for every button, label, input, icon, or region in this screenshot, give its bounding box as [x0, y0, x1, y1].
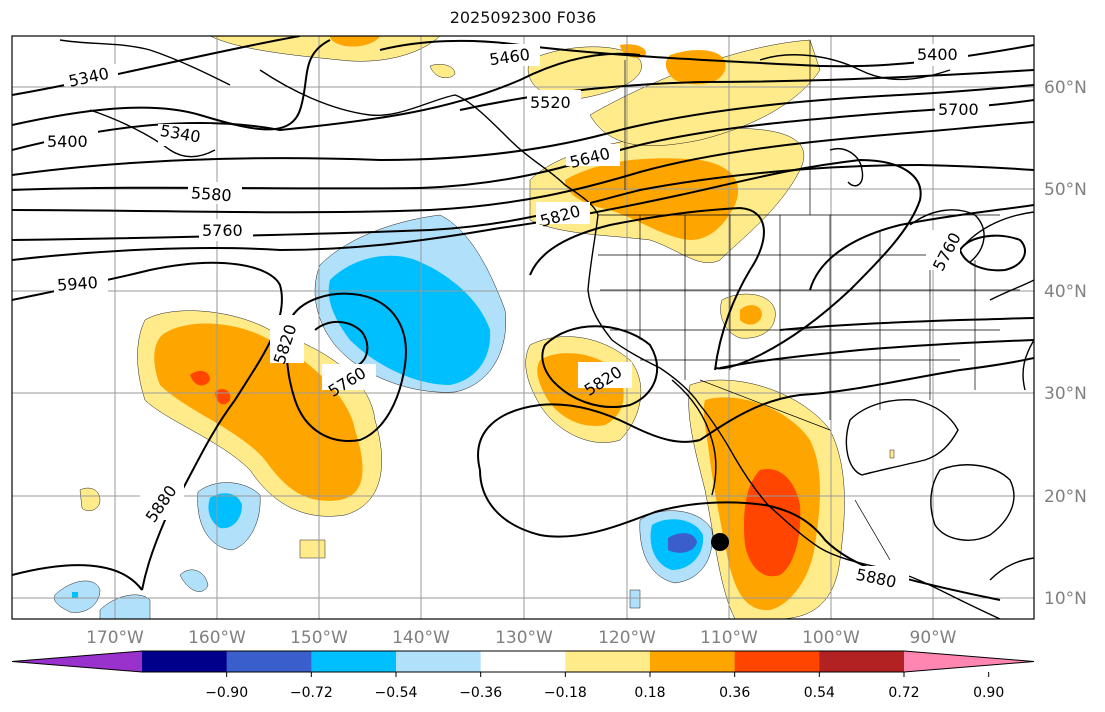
lon-label-160w: 160°W: [188, 628, 246, 648]
contour-5520: 5520: [530, 93, 571, 112]
lat-label-60n: 60°N: [1044, 78, 1087, 98]
contour-5580: 5580: [190, 183, 232, 205]
colorbar-tick-labels: −0.90 −0.72 −0.54 −0.36 −0.18 0.18 0.36 0.54 0.7…: [205, 672, 1004, 701]
contour-5760-west: 5760: [202, 221, 243, 240]
colorbar-extend-low: [12, 651, 142, 672]
negative-anomaly-strong: [668, 533, 697, 553]
lon-label-150w: 150°W: [290, 628, 348, 648]
colorbar: [11, 650, 1035, 673]
colorbar-segment: [142, 651, 228, 672]
coastlines: [59, 39, 1034, 619]
lon-label-130w: 130°W: [495, 628, 553, 648]
map-border: [11, 35, 1035, 620]
colorbar-segment: [226, 651, 312, 672]
lat-label-40n: 40°N: [1044, 282, 1087, 302]
colorbar-tick-label: 0.18: [634, 685, 665, 701]
colorbar-segment: [565, 651, 651, 672]
lat-label-10n: 10°N: [1044, 589, 1087, 609]
colorbar-segment: [650, 651, 736, 672]
colorbar-tick-label: −0.18: [544, 685, 587, 701]
colorbar-tick-label: 0.54: [804, 685, 835, 701]
contour-5400-east: 5400: [917, 45, 958, 64]
colorbar-tick-label: −0.72: [290, 685, 333, 701]
map-title: 2025092300 F036: [449, 8, 597, 27]
grid-lines: [12, 36, 1034, 619]
colorbar-tick-label: 0.36: [719, 685, 750, 701]
colorbar-tick-label: −0.54: [375, 685, 418, 701]
contour-5400-west: 5400: [47, 132, 88, 151]
contour-5700: 5700: [938, 100, 979, 119]
lat-label-30n: 30°N: [1044, 384, 1087, 404]
longitude-labels: 170°W 160°W 150°W 140°W 130°W 120°W 110°…: [86, 628, 957, 648]
colorbar-segment: [311, 651, 397, 672]
colorbar-segment: [819, 651, 905, 672]
latitude-labels: 60°N 50°N 40°N 30°N 20°N 10°N: [1044, 78, 1087, 609]
lon-label-140w: 140°W: [392, 628, 450, 648]
colorbar-tick-label: −0.36: [459, 685, 502, 701]
lon-label-90w: 90°W: [910, 628, 957, 648]
lon-label-170w: 170°W: [86, 628, 144, 648]
colorbar-tick-label: 0.72: [888, 685, 919, 701]
map-panel: 5340 5460 5400 5520 5700 5400 5340 5640 …: [12, 36, 1034, 619]
colorbar-tick-label: −0.90: [205, 685, 248, 701]
colorbar-segment: [734, 651, 820, 672]
lon-label-110w: 110°W: [700, 628, 758, 648]
lon-label-120w: 120°W: [598, 628, 656, 648]
lat-label-20n: 20°N: [1044, 487, 1087, 507]
contour-5940: 5940: [57, 273, 99, 295]
storm-position-marker: [711, 533, 729, 551]
colorbar-tick-label: 0.90: [973, 685, 1004, 701]
colorbar-outline: [11, 650, 1035, 673]
lat-label-50n: 50°N: [1044, 180, 1087, 200]
lon-label-100w: 100°W: [802, 628, 860, 648]
colorbar-extend-high: [904, 651, 1034, 672]
colorbar-segment: [396, 651, 482, 672]
colorbar-segment: [480, 651, 566, 672]
